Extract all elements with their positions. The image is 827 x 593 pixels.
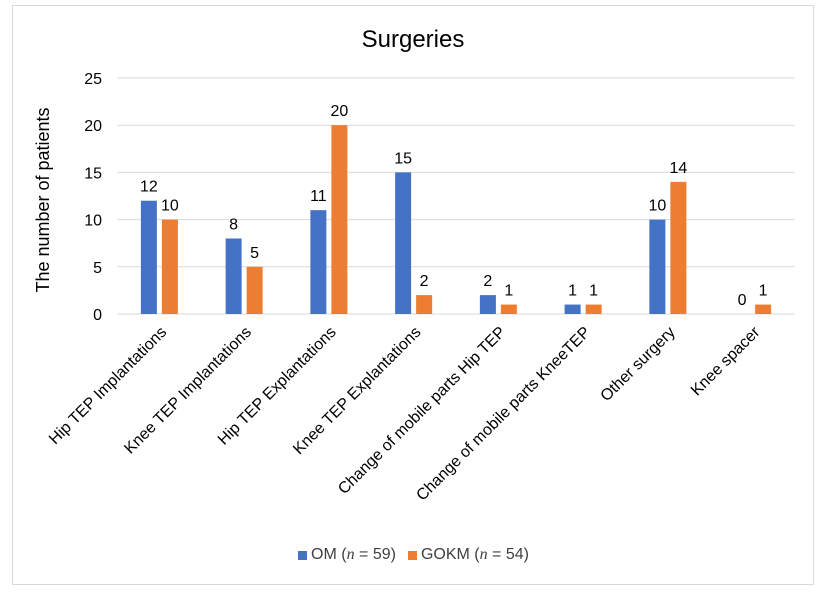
bar-series-2 <box>416 295 433 314</box>
legend-label: GOKM (n = 54) <box>421 546 529 564</box>
y-tick-label: 10 <box>84 213 102 230</box>
data-label: 15 <box>394 150 412 167</box>
legend-item-2: GOKM (n = 54) <box>407 546 529 564</box>
bar-series-2 <box>670 181 687 314</box>
x-tick-label: Other surgery <box>598 324 679 405</box>
bar-series-2 <box>500 304 517 314</box>
data-label: 2 <box>483 273 492 290</box>
data-label: 1 <box>589 283 598 300</box>
y-tick-label: 25 <box>84 71 102 88</box>
legend-swatch <box>298 550 308 560</box>
bar-series-2 <box>755 304 772 314</box>
data-label: 8 <box>229 216 238 233</box>
data-label: 20 <box>330 103 348 120</box>
data-label: 2 <box>420 273 429 290</box>
data-label: 1 <box>759 283 768 300</box>
legend-label-prefix: OM ( <box>311 546 347 563</box>
bar-series-1 <box>140 200 157 314</box>
legend-item-1: OM (n = 59) <box>298 546 396 564</box>
data-label: 0 <box>738 292 747 309</box>
bar-series-2 <box>161 219 178 314</box>
bar-series-2 <box>331 125 348 314</box>
bar-series-1 <box>310 210 327 314</box>
legend-label-prefix: GOKM ( <box>420 546 480 563</box>
legend-label: OM (n = 59) <box>311 546 396 564</box>
data-label: 12 <box>140 179 158 196</box>
bar-series-1 <box>479 295 496 314</box>
y-tick-label: 20 <box>84 118 102 135</box>
bar-series-1 <box>564 304 581 314</box>
legend-label-suffix: = 59) <box>354 546 396 563</box>
data-label: 1 <box>504 283 513 300</box>
y-axis-label: The number of patients <box>33 107 53 292</box>
bar-series-1 <box>225 238 242 314</box>
legend-label-italic: n <box>346 546 355 563</box>
x-tick-label: Change of mobile parts Hip TEP <box>335 324 509 498</box>
bar-series-2 <box>246 266 263 314</box>
data-label: 5 <box>250 245 259 262</box>
legend-label-suffix: = 54) <box>487 546 529 563</box>
legend: OM (n = 59) GOKM (n = 54) <box>0 546 827 565</box>
legend-label-italic: n <box>479 546 488 563</box>
bar-series-1 <box>649 219 666 314</box>
bar-series-2 <box>585 304 602 314</box>
data-label: 11 <box>310 188 327 205</box>
legend-swatch <box>407 550 417 560</box>
y-tick-label: 5 <box>93 260 102 277</box>
x-tick-label: Change of mobile parts KneeTEP <box>413 324 594 505</box>
y-tick-label: 0 <box>93 307 102 324</box>
chart-title: Surgeries <box>362 26 465 53</box>
data-label: 1 <box>568 283 577 300</box>
data-label: 10 <box>648 198 666 215</box>
x-tick-label: Knee spacer <box>688 323 764 399</box>
bar-series-1 <box>395 172 412 314</box>
data-label: 14 <box>669 160 687 177</box>
data-label: 10 <box>161 198 179 215</box>
y-tick-label: 15 <box>84 165 102 182</box>
